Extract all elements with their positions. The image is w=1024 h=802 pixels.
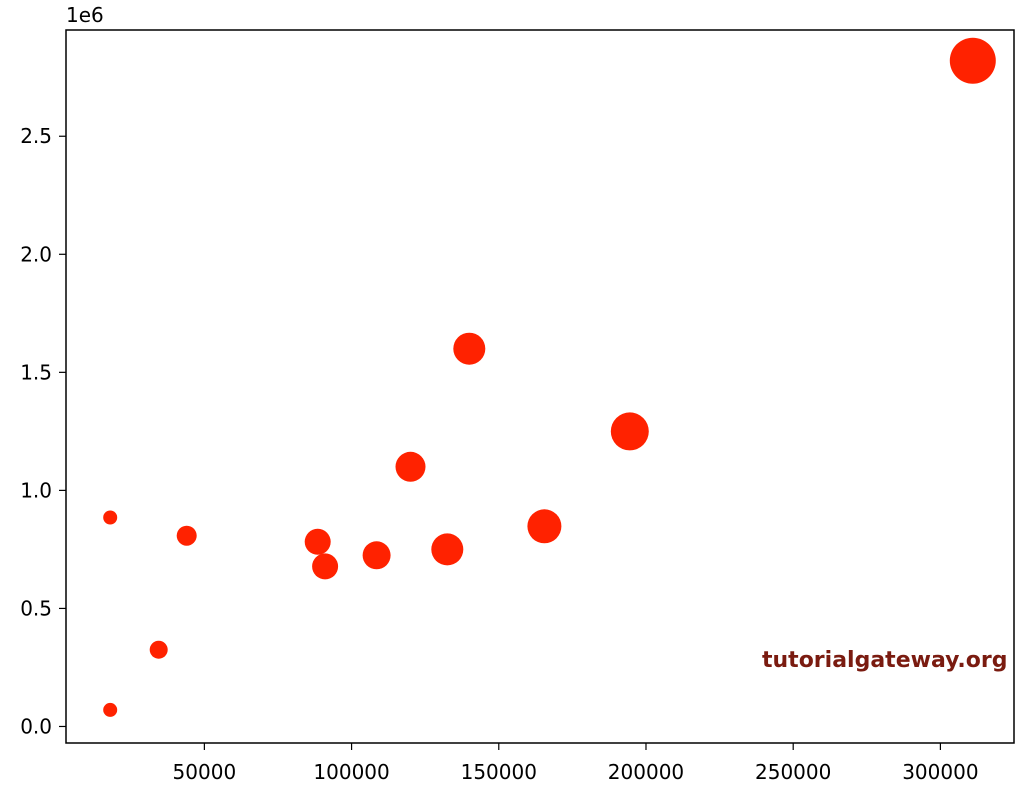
plot-frame (65, 29, 1015, 744)
y-tick-label: 1.0 (20, 478, 52, 502)
x-tick-label: 150000 (461, 760, 537, 784)
x-tick-label: 200000 (608, 760, 684, 784)
x-tick-label: 300000 (902, 760, 978, 784)
data-point-0 (103, 702, 118, 717)
y-tick-label: 0.5 (20, 596, 52, 620)
data-point-12 (949, 37, 996, 84)
y-tick-label: 2.5 (20, 124, 52, 148)
data-point-6 (362, 541, 391, 570)
y-axis-ticks: 0.0 0.5 1.0 1.5 2.0 2.5 (20, 124, 66, 738)
data-point-2 (149, 640, 168, 659)
data-point-11 (610, 412, 649, 451)
x-tick-label: 100000 (313, 760, 389, 784)
data-point-8 (431, 533, 464, 566)
data-points (103, 37, 996, 717)
axes-frame (65, 29, 1015, 744)
data-point-7 (395, 451, 426, 482)
x-tick-label: 250000 (755, 760, 831, 784)
data-point-5 (312, 553, 339, 580)
y-tick-label: 0.0 (20, 714, 52, 738)
data-point-10 (527, 509, 562, 544)
watermark-text: tutorialgateway.org (762, 648, 1008, 673)
y-axis-offset-label: 1e6 (66, 3, 104, 27)
data-point-1 (103, 510, 118, 525)
y-tick-label: 1.5 (20, 360, 52, 384)
y-tick-label: 2.0 (20, 242, 52, 266)
data-point-4 (304, 528, 331, 555)
x-axis-ticks: 50000 100000 150000 200000 250000 300000 (173, 743, 979, 784)
data-point-9 (453, 332, 486, 365)
x-tick-label: 50000 (173, 760, 237, 784)
data-point-3 (176, 525, 197, 546)
